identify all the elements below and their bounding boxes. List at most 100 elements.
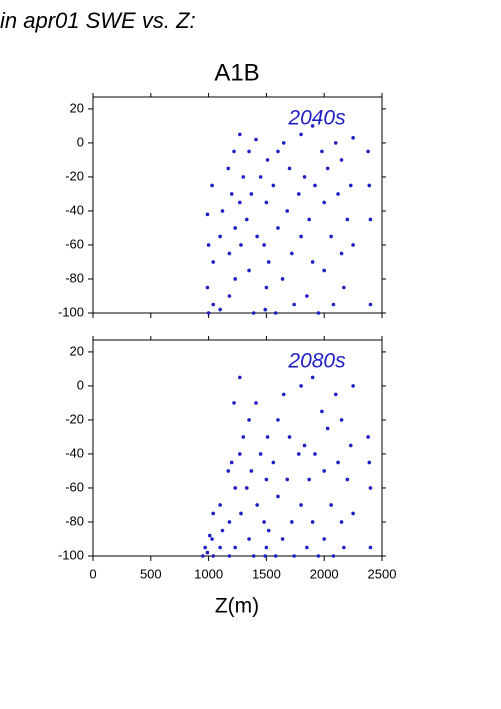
chart-subtitle: A1B: [214, 59, 259, 86]
point: [348, 443, 353, 448]
point: [329, 234, 333, 239]
point: [280, 277, 285, 281]
point: [302, 175, 307, 179]
point: [203, 545, 207, 550]
point: [206, 243, 211, 247]
y-tick-label: -60: [65, 236, 84, 251]
point: [287, 435, 292, 439]
point: [292, 302, 296, 307]
point: [368, 302, 373, 307]
x-tick-label: 0: [89, 566, 96, 581]
point: [273, 554, 278, 558]
point: [299, 503, 303, 507]
point: [211, 302, 216, 307]
point: [280, 537, 285, 541]
x-tick-label: 2500: [368, 566, 397, 581]
point: [310, 375, 315, 380]
point: [271, 460, 276, 465]
point: [316, 554, 321, 558]
point: [325, 166, 330, 171]
point: [211, 554, 216, 558]
point: [290, 251, 294, 256]
y-tick-label: -80: [65, 513, 84, 528]
point: [264, 285, 269, 290]
y-tick-label: 20: [70, 100, 84, 115]
point: [310, 260, 315, 264]
point: [247, 537, 251, 541]
y-tick-label: 20: [70, 343, 84, 358]
point: [285, 477, 290, 482]
point: [333, 141, 338, 145]
point: [247, 149, 251, 154]
point: [249, 192, 254, 196]
point: [226, 166, 231, 171]
x-tick-label: 2000: [310, 566, 339, 581]
point: [258, 452, 263, 456]
point: [273, 311, 278, 315]
point: [276, 149, 280, 154]
point: [238, 132, 242, 137]
point: [249, 469, 254, 473]
point: [239, 511, 243, 516]
point: [247, 268, 251, 273]
page-title: in apr01 SWE vs. Z:: [0, 8, 196, 33]
point: [299, 384, 303, 388]
point: [241, 175, 246, 179]
point: [351, 243, 355, 247]
point: [264, 477, 269, 482]
point: [276, 418, 280, 422]
point: [367, 460, 372, 465]
point: [336, 460, 340, 465]
point: [218, 307, 222, 312]
point: [285, 209, 290, 213]
point: [351, 136, 355, 140]
point: [342, 545, 346, 550]
point: [290, 520, 294, 524]
point: [238, 375, 242, 380]
point: [264, 200, 269, 205]
point: [233, 486, 237, 490]
point: [320, 409, 324, 414]
point: [367, 183, 372, 188]
point: [266, 528, 271, 533]
point: [205, 212, 210, 217]
point: [339, 520, 344, 524]
point: [226, 469, 231, 473]
annotation: 2080s: [287, 350, 346, 373]
point: [205, 550, 210, 555]
point: [307, 217, 311, 222]
point: [276, 226, 280, 230]
point: [339, 251, 344, 256]
y-tick-label: -80: [65, 270, 84, 285]
point: [265, 435, 270, 439]
point: [322, 200, 327, 205]
x-axis-label: Z(m): [215, 595, 259, 618]
point: [322, 268, 327, 273]
point: [232, 401, 236, 405]
x-tick-label: 1500: [252, 566, 281, 581]
point: [322, 469, 327, 473]
point: [211, 511, 216, 516]
x-tick-label: 500: [140, 566, 162, 581]
point: [247, 418, 251, 422]
point: [233, 545, 237, 550]
y-tick-label: 0: [77, 134, 84, 149]
point: [263, 554, 268, 558]
point: [227, 554, 232, 558]
point: [265, 158, 270, 162]
point: [210, 183, 214, 188]
point: [299, 132, 303, 137]
point: [220, 209, 225, 213]
point: [251, 311, 256, 315]
point: [205, 285, 210, 290]
point: [233, 277, 237, 281]
point: [351, 511, 355, 516]
point: [210, 537, 214, 541]
point: [254, 401, 258, 405]
y-tick-label: -100: [58, 547, 84, 562]
point: [227, 294, 232, 298]
point: [232, 149, 236, 154]
point: [368, 486, 373, 490]
point: [229, 460, 234, 465]
